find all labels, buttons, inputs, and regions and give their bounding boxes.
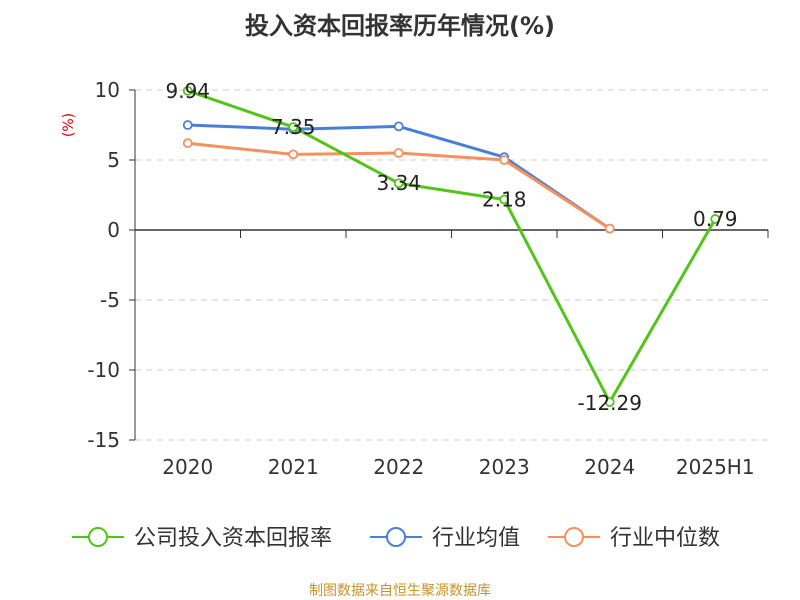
data-label-layer: 9.94 7.35 3.34 2.18 -12.29 0.79 bbox=[165, 79, 737, 415]
legend-item[interactable]: 行业中位数 bbox=[548, 526, 720, 551]
data-point bbox=[604, 397, 615, 407]
x-tick-label: 2020 bbox=[162, 455, 213, 479]
x-tick-label: 2024 bbox=[584, 455, 635, 479]
legend-marker bbox=[564, 527, 584, 547]
data-point bbox=[288, 149, 299, 160]
x-tick-label: 2022 bbox=[373, 455, 424, 479]
y-axis-label: (%) bbox=[61, 113, 77, 137]
y-tick-label: -5 bbox=[100, 288, 120, 312]
legend-label: 行业中位数 bbox=[610, 526, 720, 551]
data-point bbox=[604, 223, 615, 234]
data-label: -12.29 bbox=[578, 391, 642, 415]
series-line bbox=[187, 89, 717, 404]
legend-label: 公司投入资本回报率 bbox=[134, 526, 332, 551]
source-note: 制图数据来自恒生聚源数据库 bbox=[309, 583, 491, 599]
data-point bbox=[182, 120, 193, 130]
legend: 公司投入资本回报率 行业均值 行业中位数 bbox=[72, 526, 720, 551]
data-point bbox=[182, 85, 193, 96]
axis-layer: 10 5 0 -5 -10 -15 2020 2021 2022 2023 2024 2025H1 bbox=[87, 78, 769, 479]
data-label: 2.18 bbox=[482, 187, 527, 211]
y-tick-label: -15 bbox=[87, 428, 120, 452]
y-tick-label: 0 bbox=[107, 218, 120, 242]
legend-item[interactable]: 公司投入资本回报率 bbox=[72, 526, 332, 551]
data-label: 3.34 bbox=[376, 171, 421, 195]
y-tick-label: -10 bbox=[87, 358, 120, 382]
data-point bbox=[288, 122, 299, 132]
data-label: 7.35 bbox=[271, 115, 316, 139]
data-label: 0.79 bbox=[693, 207, 738, 231]
legend-marker bbox=[386, 527, 406, 547]
legend-item[interactable]: 行业均值 bbox=[370, 526, 520, 551]
legend-label: 行业均值 bbox=[432, 526, 520, 551]
data-point bbox=[499, 155, 510, 165]
data-point bbox=[393, 121, 404, 132]
legend-marker bbox=[88, 527, 108, 547]
data-point bbox=[182, 138, 193, 149]
y-tick-label: 10 bbox=[95, 78, 120, 102]
chart-title: 投入资本回报率历年情况(%) bbox=[245, 12, 555, 40]
data-point bbox=[710, 214, 721, 224]
data-point bbox=[393, 148, 404, 158]
series-layer bbox=[182, 85, 721, 407]
y-tick-label: 5 bbox=[107, 148, 120, 172]
x-tick-label: 2023 bbox=[479, 455, 530, 479]
x-tick-label: 2021 bbox=[268, 455, 319, 479]
x-tick-label: 2025H1 bbox=[676, 455, 755, 479]
data-point bbox=[499, 194, 510, 205]
data-label: 9.94 bbox=[165, 79, 210, 103]
data-point bbox=[393, 178, 404, 189]
